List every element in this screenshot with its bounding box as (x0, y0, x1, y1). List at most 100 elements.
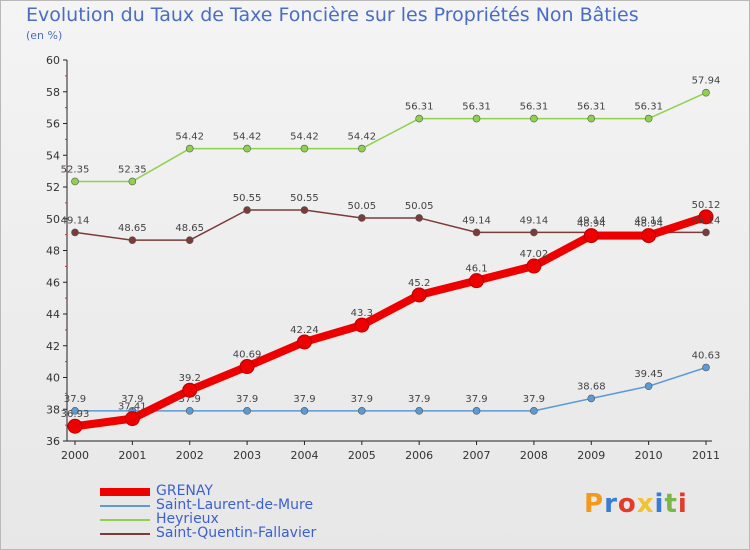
data-point-saint-quentin-fallavier (71, 228, 79, 237)
data-label-saint-laurent-de-mure: 37.9 (236, 394, 258, 405)
data-point-grenay (296, 334, 312, 350)
data-label-saint-quentin-fallavier: 50.05 (347, 201, 376, 212)
legend-label: Heyrieux (156, 511, 219, 527)
data-label-grenay: 36.93 (61, 409, 90, 420)
data-point-saint-laurent-de-mure (644, 382, 653, 391)
legend-label: Saint-Quentin-Fallavier (156, 525, 317, 541)
data-point-saint-laurent-de-mure (587, 394, 596, 403)
data-label-heyrieux: 56.31 (405, 102, 434, 113)
data-point-grenay (182, 382, 198, 398)
data-label-heyrieux: 57.94 (692, 76, 721, 87)
data-label-saint-quentin-fallavier: 49.14 (462, 215, 491, 226)
data-point-grenay (698, 209, 714, 225)
data-label-grenay: 48.94 (577, 219, 606, 230)
y-tick-label: 46 (46, 276, 60, 289)
data-point-saint-laurent-de-mure (358, 407, 366, 415)
x-tick-label: 2007 (463, 449, 491, 462)
data-label-saint-quentin-fallavier: 49.14 (577, 215, 606, 226)
data-point-saint-laurent-de-mure (702, 363, 710, 372)
data-point-saint-laurent-de-mure (243, 407, 251, 415)
data-point-saint-laurent-de-mure (71, 407, 79, 415)
logo-letter: P (584, 489, 605, 519)
data-point-grenay (641, 228, 657, 244)
legend-label: GRENAY (156, 483, 213, 499)
data-label-saint-quentin-fallavier: 49.14 (61, 215, 90, 226)
data-label-grenay: 50.12 (692, 200, 721, 211)
y-tick-label: 40 (46, 372, 60, 385)
data-label-heyrieux: 54.42 (175, 132, 204, 143)
data-point-saint-laurent-de-mure (472, 407, 481, 415)
data-point-grenay (354, 317, 370, 333)
data-label-saint-laurent-de-mure: 38.68 (577, 381, 606, 392)
data-label-grenay: 47.02 (520, 249, 549, 260)
y-tick-label: 38 (46, 403, 60, 416)
x-tick-label: 2002 (176, 449, 204, 462)
y-tick-label: 42 (46, 340, 60, 353)
y-tick-label: 56 (46, 118, 60, 131)
data-label-heyrieux: 54.42 (347, 132, 376, 143)
data-point-heyrieux (530, 114, 538, 123)
data-point-saint-quentin-fallavier (702, 228, 710, 237)
logo-letter: t (664, 489, 678, 519)
data-point-heyrieux (71, 177, 79, 186)
y-tick-label: 52 (46, 181, 60, 194)
data-label-heyrieux: 54.42 (290, 132, 319, 143)
data-point-grenay (239, 359, 255, 375)
data-label-heyrieux: 52.35 (61, 164, 90, 175)
data-point-heyrieux (472, 114, 481, 123)
data-label-grenay: 46.1 (465, 264, 487, 275)
data-label-saint-laurent-de-mure: 37.9 (408, 394, 430, 405)
data-label-saint-quentin-fallavier: 50.05 (405, 201, 434, 212)
data-label-saint-laurent-de-mure: 37.9 (351, 394, 373, 405)
data-point-saint-quentin-fallavier (472, 228, 481, 237)
data-point-grenay (124, 411, 140, 427)
x-tick-label: 2009 (577, 449, 605, 462)
legend-swatch (100, 519, 150, 521)
proxiti-logo: Proxiti (584, 489, 688, 519)
data-point-grenay (469, 273, 485, 289)
data-point-heyrieux (128, 177, 137, 186)
logo-letter: o (617, 489, 637, 519)
series-line-grenay (71, 212, 710, 431)
data-label-heyrieux: 54.42 (233, 132, 262, 143)
x-tick-label: 2004 (290, 449, 318, 462)
data-point-heyrieux (243, 144, 251, 153)
data-label-saint-quentin-fallavier: 50.55 (290, 193, 319, 204)
data-point-saint-laurent-de-mure (185, 407, 194, 415)
data-point-saint-laurent-de-mure (415, 407, 423, 415)
data-point-saint-quentin-fallavier (300, 206, 309, 214)
data-label-saint-laurent-de-mure: 37.9 (293, 394, 315, 405)
data-label-saint-quentin-fallavier: 49.14 (634, 215, 663, 226)
data-label-saint-laurent-de-mure: 37.9 (121, 394, 143, 405)
data-point-saint-laurent-de-mure (300, 407, 309, 415)
data-label-grenay: 42.24 (290, 325, 319, 336)
data-point-saint-quentin-fallavier (243, 206, 251, 214)
data-point-heyrieux (644, 114, 653, 123)
logo-letter: i (654, 489, 665, 519)
data-label-grenay: 39.2 (179, 373, 201, 384)
data-label-saint-laurent-de-mure: 37.9 (523, 394, 545, 405)
data-point-grenay (67, 418, 83, 434)
y-tick-label: 60 (46, 54, 60, 67)
data-label-saint-laurent-de-mure: 40.63 (692, 350, 721, 361)
data-point-saint-quentin-fallavier (415, 214, 423, 222)
data-label-saint-quentin-fallavier: 49.14 (692, 215, 721, 226)
data-label-heyrieux: 56.31 (462, 102, 491, 113)
data-label-saint-laurent-de-mure: 37.9 (465, 394, 487, 405)
legend-label: Saint-Laurent-de-Mure (156, 497, 314, 513)
data-point-grenay (411, 287, 427, 303)
data-label-grenay: 48.94 (634, 219, 663, 230)
x-tick-label: 2000 (61, 449, 89, 462)
series-line-saint-laurent-de-mure (74, 366, 707, 412)
y-tick-label: 36 (46, 435, 60, 448)
x-tick-label: 2011 (692, 449, 720, 462)
unit-label: (en %) (26, 29, 63, 42)
logo-letter: i (677, 489, 688, 519)
x-tick-label: 2008 (520, 449, 548, 462)
y-tick-label: 50 (46, 213, 60, 226)
series-line-heyrieux (74, 91, 707, 183)
logo-letter: x (636, 489, 655, 519)
y-tick-label: 58 (46, 86, 60, 99)
data-label-saint-quentin-fallavier: 48.65 (118, 223, 147, 234)
